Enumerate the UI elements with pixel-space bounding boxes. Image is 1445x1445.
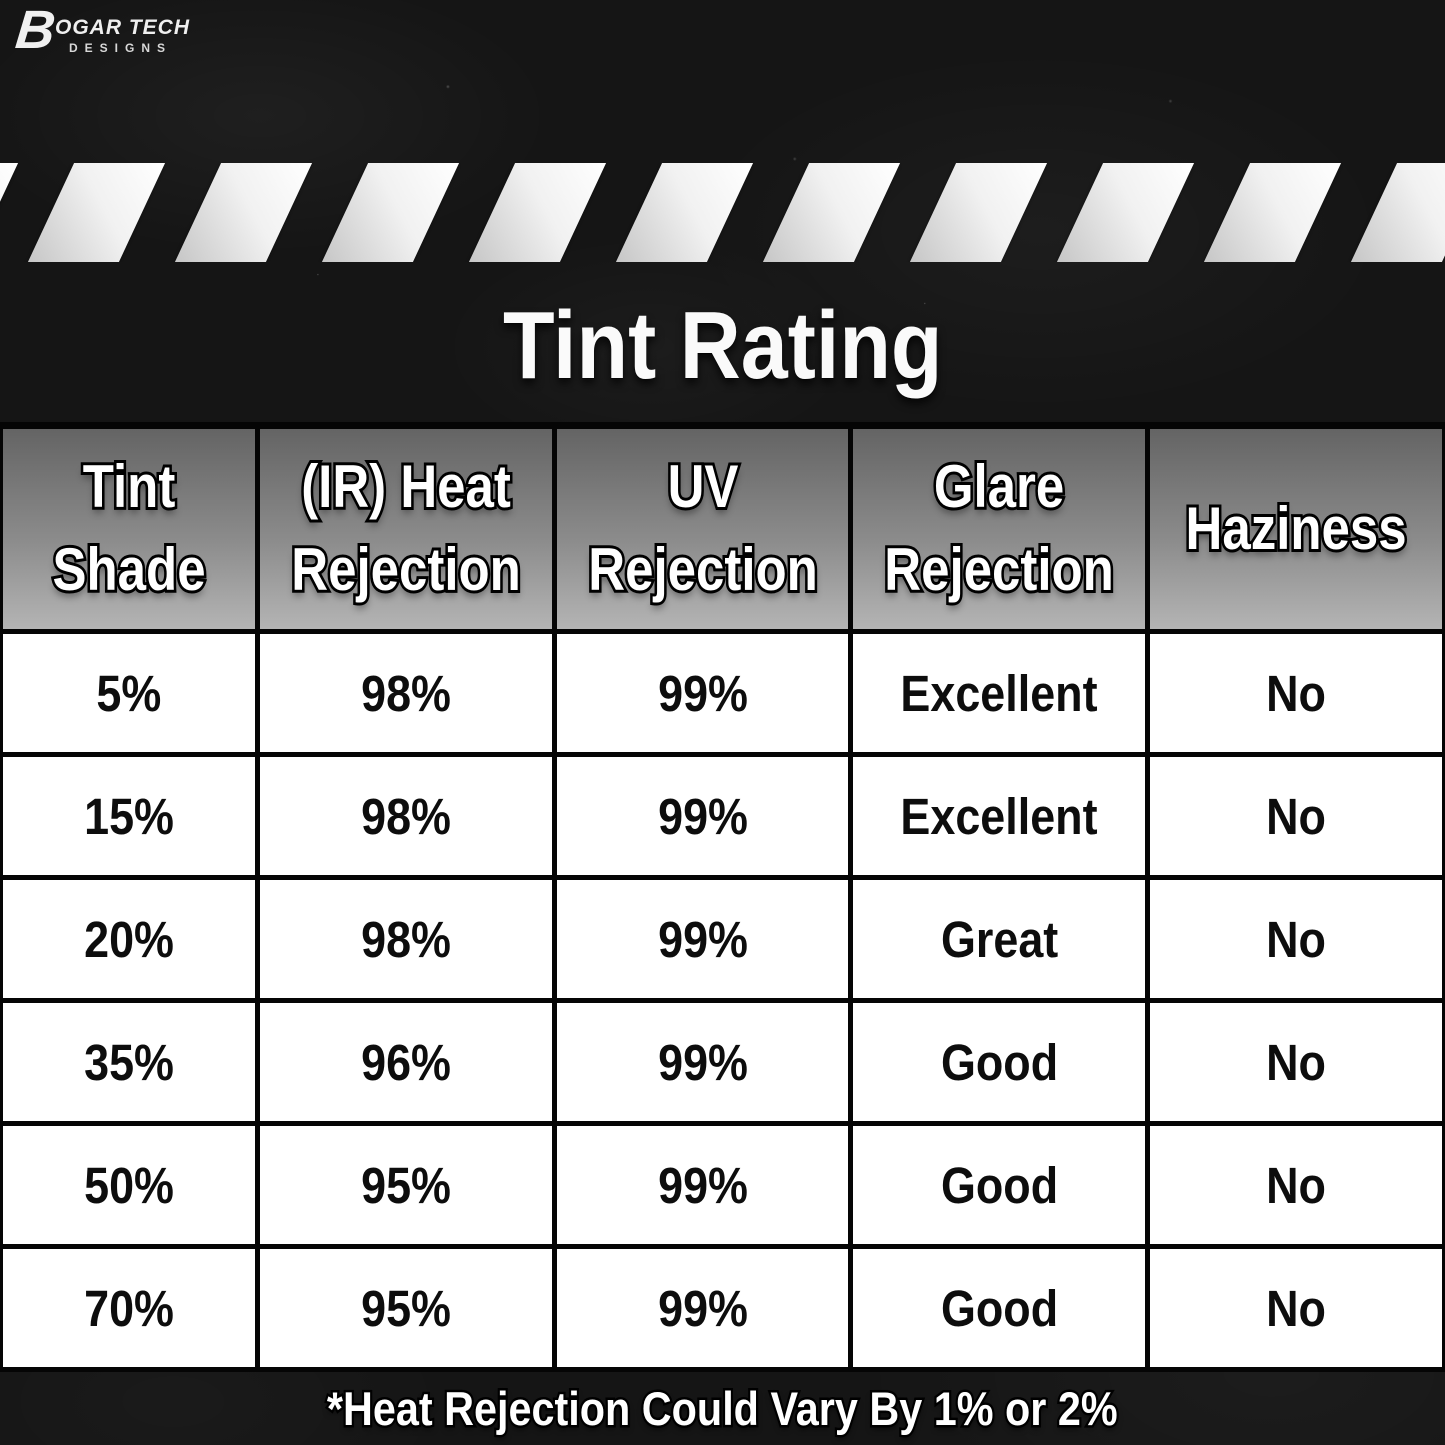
table-cell: 70% — [3, 1249, 255, 1367]
table-cell: 5% — [3, 634, 255, 752]
column-header-label: Glare Rejection — [882, 450, 1117, 606]
table-cell-value: Good — [940, 1156, 1058, 1214]
column-header-label: UV Rejection — [585, 450, 820, 606]
table-cell-value: 95% — [361, 1156, 451, 1214]
column-header-glare-rejection: Glare Rejection — [852, 429, 1146, 629]
table-cell-value: 99% — [657, 1033, 748, 1091]
table-cell-value: 99% — [657, 1279, 748, 1337]
brand-subtitle: DESIGNS — [69, 41, 173, 55]
column-header-uv-rejection: UV Rejection — [557, 429, 848, 629]
table-cell-value: No — [1266, 664, 1327, 722]
footnote: *Heat Rejection Could Vary By 1% or 2% — [0, 1372, 1445, 1445]
table-cell: 99% — [557, 1126, 848, 1244]
table-cell-value: No — [1266, 787, 1327, 845]
table-cell: Good — [852, 1249, 1146, 1367]
hazard-stripe — [909, 163, 1048, 262]
table-cell-value: No — [1266, 910, 1327, 968]
table-cell-value: 98% — [361, 787, 451, 845]
table-cell: 15% — [3, 757, 255, 875]
brand-logo-mark: B — [12, 0, 57, 60]
table-cell-value: 5% — [96, 664, 162, 722]
hazard-stripe — [1203, 163, 1342, 262]
table-cell: Great — [852, 880, 1146, 998]
table-cell: No — [1150, 880, 1442, 998]
column-header-label: (IR) Heat Rejection — [289, 450, 524, 606]
table-cell: 98% — [259, 634, 553, 752]
footnote-text: *Heat Rejection Could Vary By 1% or 2% — [325, 1380, 1120, 1438]
hazard-stripe — [1056, 163, 1195, 262]
table-cell-value: Good — [940, 1279, 1058, 1337]
brand-name: OGAR TECH — [55, 16, 190, 39]
table-cell: No — [1150, 1126, 1442, 1244]
table-cell: No — [1150, 634, 1442, 752]
column-header-tint-shade: Tint Shade — [3, 429, 255, 629]
hazard-stripe — [174, 163, 313, 262]
table-cell-value: 99% — [657, 664, 748, 722]
table-cell: 99% — [557, 757, 848, 875]
table-cell: 98% — [259, 757, 553, 875]
table-cell-value: 35% — [83, 1033, 174, 1091]
table-cell-value: 98% — [361, 910, 451, 968]
table-cell-value: 99% — [657, 787, 748, 845]
table-cell: No — [1150, 1003, 1442, 1121]
table-cell-value: Great — [940, 910, 1058, 968]
table-cell: 50% — [3, 1126, 255, 1244]
tint-rating-table: Tint Shade (IR) Heat Rejection UV Reject… — [0, 422, 1445, 1372]
table-cell: 99% — [557, 1003, 848, 1121]
table-cell: Excellent — [852, 757, 1146, 875]
table-cell-value: No — [1266, 1156, 1327, 1214]
column-header-label: Tint Shade — [50, 450, 208, 606]
table-cell-value: 50% — [83, 1156, 174, 1214]
table-cell-value: Good — [940, 1033, 1058, 1091]
hazard-stripe — [1350, 163, 1445, 262]
poster-title: Tint Rating — [0, 288, 1445, 404]
column-header-label: Haziness — [1183, 492, 1409, 565]
hazard-stripe — [321, 163, 460, 262]
hazard-stripe — [762, 163, 901, 262]
table-cell: Good — [852, 1003, 1146, 1121]
table-cell-value: 15% — [83, 787, 174, 845]
table-cell-value: 20% — [83, 910, 174, 968]
table-cell: 20% — [3, 880, 255, 998]
hazard-stripe — [27, 163, 166, 262]
table-cell: No — [1150, 1249, 1442, 1367]
table-cell: Excellent — [852, 634, 1146, 752]
column-header-ir-heat-rejection: (IR) Heat Rejection — [259, 429, 553, 629]
table-cell: 98% — [259, 880, 553, 998]
table-cell: 95% — [259, 1249, 553, 1367]
table-cell-value: 99% — [657, 910, 748, 968]
table-cell: 99% — [557, 880, 848, 998]
table-cell-value: 70% — [83, 1279, 174, 1337]
table-cell: 99% — [557, 634, 848, 752]
poster-title-text: Tint Rating — [502, 292, 943, 399]
table-cell-value: No — [1266, 1033, 1327, 1091]
brand-logo: B OGAR TECH DESIGNS — [12, 0, 190, 60]
table-cell: 95% — [259, 1126, 553, 1244]
table-cell-value: 95% — [361, 1279, 451, 1337]
hazard-stripe — [468, 163, 607, 262]
table-cell: No — [1150, 757, 1442, 875]
table-cell: 96% — [259, 1003, 553, 1121]
table-cell: 99% — [557, 1249, 848, 1367]
hazard-stripes — [0, 163, 1445, 262]
hazard-stripe — [0, 163, 19, 262]
hazard-stripe — [615, 163, 754, 262]
table-cell: 35% — [3, 1003, 255, 1121]
column-header-haziness: Haziness — [1150, 429, 1442, 629]
table-cell-value: Excellent — [900, 787, 1098, 845]
table-cell: Good — [852, 1126, 1146, 1244]
table-cell-value: 99% — [657, 1156, 748, 1214]
table-cell-value: No — [1266, 1279, 1327, 1337]
table-cell-value: 98% — [361, 664, 451, 722]
brand-logo-words: OGAR TECH DESIGNS — [55, 17, 190, 54]
table-cell-value: Excellent — [900, 664, 1098, 722]
table-cell-value: 96% — [361, 1033, 451, 1091]
